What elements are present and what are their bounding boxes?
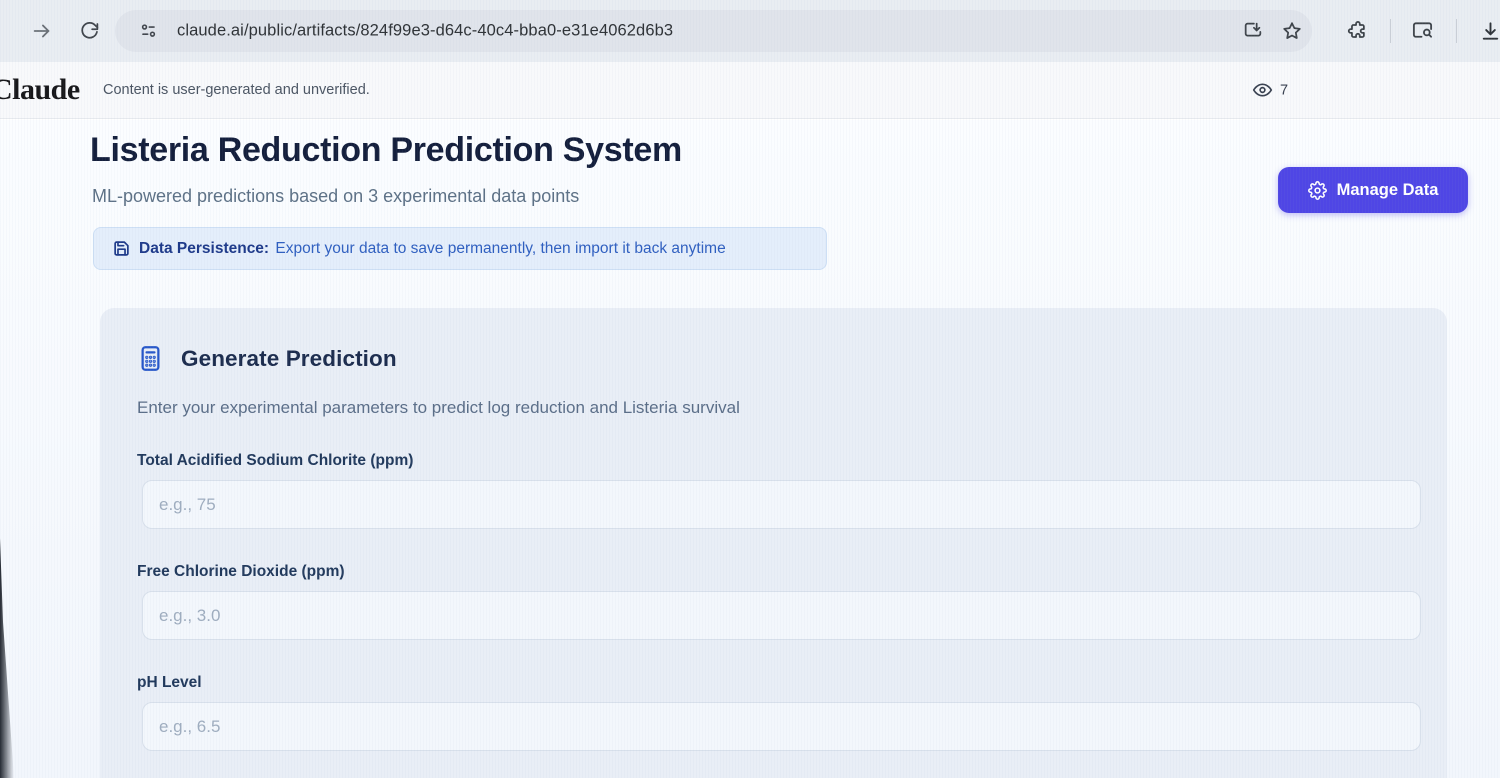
field-label: pH Level bbox=[137, 674, 202, 691]
card-description: Enter your experimental parameters to pr… bbox=[137, 398, 740, 417]
banner-body: Export your data to save permanently, th… bbox=[275, 239, 726, 257]
chlorine-dioxide-input[interactable] bbox=[142, 591, 1421, 640]
site-settings-icon[interactable] bbox=[139, 22, 158, 41]
extensions-icon[interactable] bbox=[1346, 20, 1368, 42]
artifact-page: Listeria Reduction Prediction System ML-… bbox=[0, 120, 1500, 778]
page-title: Listeria Reduction Prediction System bbox=[90, 131, 682, 169]
field-label: Free Chlorine Dioxide (ppm) bbox=[137, 563, 345, 580]
url-bar[interactable]: claude.ai/public/artifacts/824f99e3-d64c… bbox=[115, 10, 1312, 52]
banner-label: Data Persistence: bbox=[139, 239, 270, 257]
card-header: Generate Prediction bbox=[137, 344, 1422, 373]
toolbar-divider bbox=[1456, 19, 1457, 43]
field-chlorine-dioxide: Free Chlorine Dioxide (ppm) bbox=[137, 563, 1422, 640]
generate-prediction-card: Generate Prediction Enter your experimen… bbox=[100, 308, 1447, 778]
claude-artifact-header: Claude Content is user-generated and unv… bbox=[0, 62, 1500, 177]
bookmark-star-icon[interactable] bbox=[1281, 20, 1303, 42]
save-icon bbox=[114, 241, 129, 256]
field-sodium-chlorite: Total Acidified Sodium Chlorite (ppm) bbox=[137, 452, 1422, 529]
manage-data-button[interactable]: Manage Data bbox=[1278, 167, 1468, 213]
browser-toolbar: claude.ai/public/artifacts/824f99e3-d64c… bbox=[0, 0, 1500, 62]
gear-icon bbox=[1307, 180, 1327, 200]
ph-level-input[interactable] bbox=[142, 702, 1421, 751]
calculator-icon bbox=[141, 346, 160, 371]
field-ph-level: pH Level bbox=[137, 674, 1422, 751]
install-app-icon[interactable] bbox=[1242, 20, 1264, 42]
field-label: Total Acidified Sodium Chlorite (ppm) bbox=[137, 452, 414, 469]
downloads-icon[interactable] bbox=[1479, 20, 1500, 43]
unverified-notice: Content is user-generated and unverified… bbox=[103, 82, 370, 98]
data-persistence-banner: Data Persistence: Export your data to sa… bbox=[93, 227, 827, 270]
card-title: Generate Prediction bbox=[181, 345, 397, 371]
toolbar-divider bbox=[1390, 19, 1391, 43]
eye-icon bbox=[1252, 80, 1273, 101]
view-count: 7 bbox=[1280, 82, 1289, 98]
claude-logo[interactable]: Claude bbox=[0, 73, 80, 106]
reload-icon[interactable] bbox=[79, 21, 100, 42]
sodium-chlorite-input[interactable] bbox=[142, 480, 1421, 529]
banner-text: Data Persistence: Export your data to sa… bbox=[139, 240, 726, 258]
page-subtitle: ML-powered predictions based on 3 experi… bbox=[92, 186, 580, 206]
view-counter: 7 bbox=[1252, 80, 1288, 101]
forward-icon[interactable] bbox=[31, 20, 53, 42]
screen-search-icon[interactable] bbox=[1411, 20, 1434, 43]
manage-data-label: Manage Data bbox=[1336, 180, 1439, 199]
url-text: claude.ai/public/artifacts/824f99e3-d64c… bbox=[177, 21, 674, 40]
